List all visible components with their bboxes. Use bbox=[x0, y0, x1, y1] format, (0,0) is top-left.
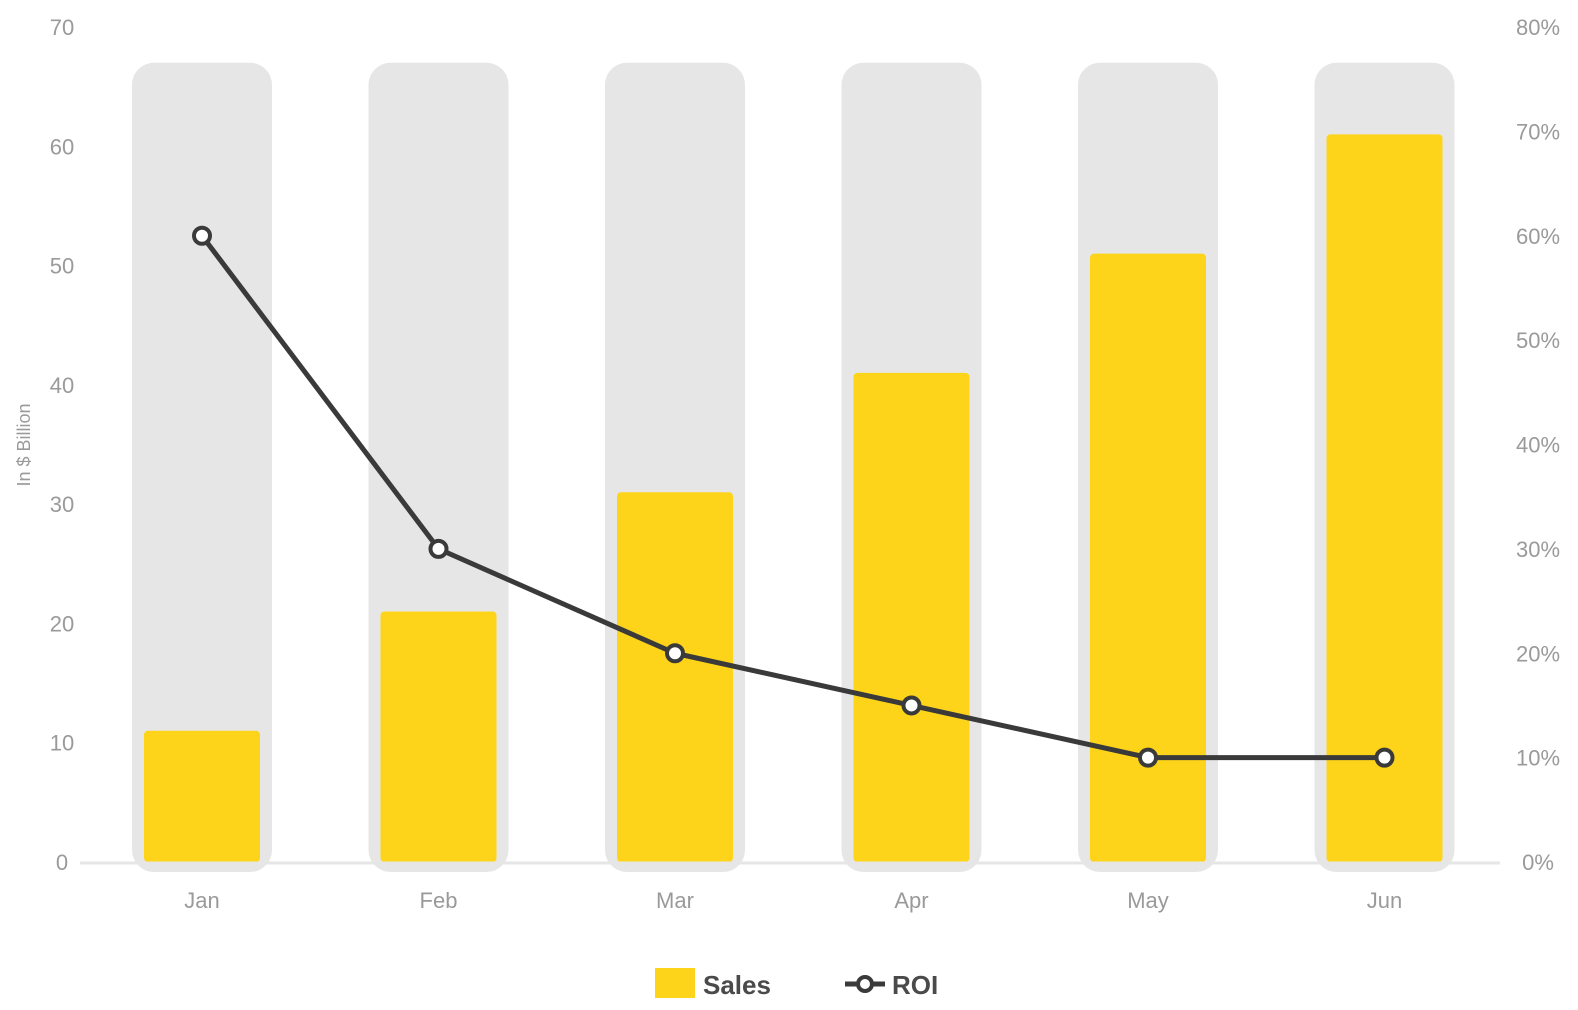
left-tick-label: 0 bbox=[56, 850, 68, 875]
left-tick-label: 70 bbox=[50, 15, 74, 40]
y-axis-title: In $ Billion bbox=[14, 403, 34, 486]
left-axis: 0 10 20 30 40 50 60 70 bbox=[50, 15, 74, 875]
x-tick-label: Jan bbox=[184, 888, 219, 913]
right-tick-label: 20% bbox=[1516, 641, 1560, 666]
sales-bar bbox=[1326, 134, 1443, 862]
x-tick-label: Mar bbox=[656, 888, 694, 913]
legend-label-sales: Sales bbox=[703, 970, 771, 1000]
bars bbox=[144, 134, 1443, 863]
x-tick-label: May bbox=[1127, 888, 1169, 913]
sales-bar bbox=[1090, 253, 1206, 863]
roi-line bbox=[199, 233, 1387, 761]
roi-point bbox=[901, 695, 922, 716]
x-tick-label: Apr bbox=[894, 888, 928, 913]
sales-bar bbox=[617, 492, 733, 862]
left-tick-label: 10 bbox=[50, 731, 74, 756]
sales-bar bbox=[144, 730, 260, 862]
roi-point bbox=[665, 643, 685, 664]
right-tick-label: 40% bbox=[1516, 433, 1560, 458]
roi-point bbox=[192, 225, 212, 246]
roi-point bbox=[1374, 747, 1395, 768]
x-tick-label: Feb bbox=[420, 888, 458, 913]
sales-bar bbox=[853, 372, 970, 862]
right-tick-label: 60% bbox=[1516, 224, 1560, 249]
bar-background bbox=[132, 62, 272, 873]
right-tick-label: 80% bbox=[1516, 15, 1560, 40]
right-tick-label: 10% bbox=[1516, 746, 1560, 771]
right-tick-label: 50% bbox=[1516, 328, 1560, 353]
right-tick-label: 0% bbox=[1522, 850, 1554, 875]
left-tick-label: 30 bbox=[50, 492, 74, 517]
legend: Sales ROI bbox=[655, 968, 938, 1000]
legend-swatch-sales bbox=[655, 968, 695, 998]
right-tick-label: 70% bbox=[1516, 119, 1560, 144]
right-axis: 0% 10% 20% 30% 40% 50% 60% 70% 80% bbox=[1516, 15, 1560, 875]
roi-point bbox=[1138, 747, 1158, 768]
x-tick-label: Jun bbox=[1367, 888, 1402, 913]
x-axis: Jan Feb Mar Apr May Jun bbox=[184, 888, 1402, 913]
roi-point bbox=[428, 538, 449, 559]
legend-label-roi: ROI bbox=[892, 970, 938, 1000]
left-tick-label: 60 bbox=[50, 134, 74, 159]
roi-line-series bbox=[192, 225, 1395, 768]
right-tick-label: 30% bbox=[1516, 537, 1560, 562]
left-tick-label: 50 bbox=[50, 254, 74, 279]
left-tick-label: 40 bbox=[50, 373, 74, 398]
left-tick-label: 20 bbox=[50, 611, 74, 636]
legend-swatch-roi-marker bbox=[856, 975, 874, 993]
bar-backgrounds bbox=[132, 62, 1455, 873]
sales-bar bbox=[380, 611, 497, 862]
